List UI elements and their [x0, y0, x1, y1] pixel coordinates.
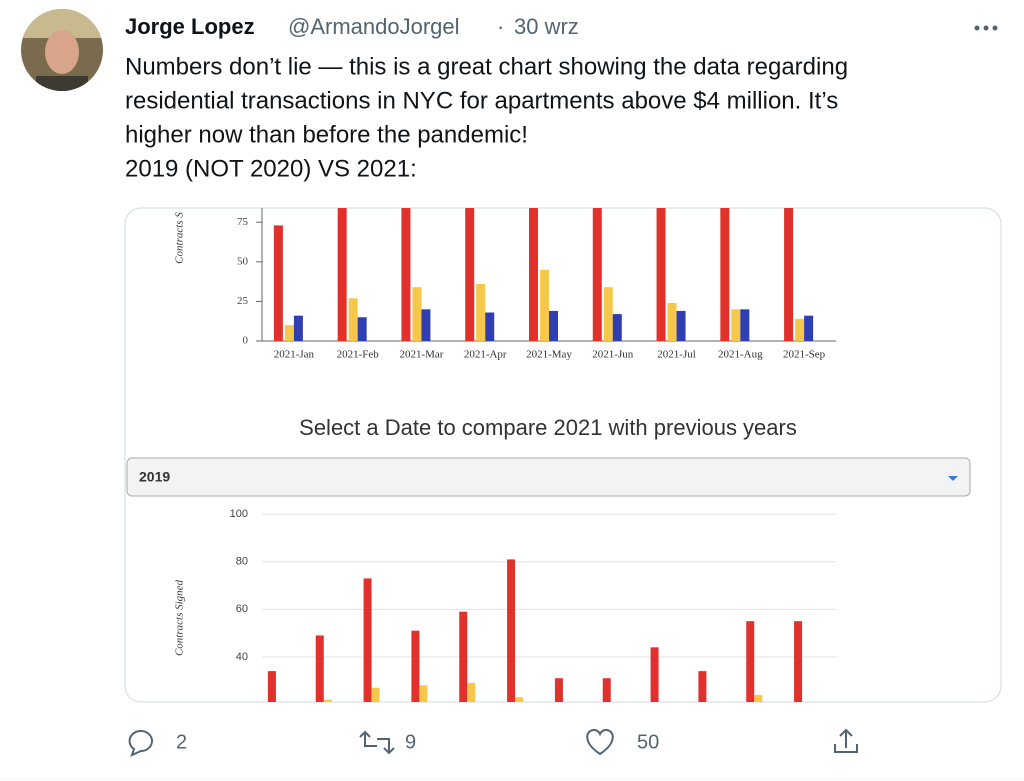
bar — [603, 287, 613, 341]
bar — [515, 697, 524, 702]
bar — [293, 315, 303, 341]
y-tick-label: 25 — [237, 295, 249, 307]
bar — [485, 312, 495, 341]
x-tick-label: 2021-Apr — [464, 349, 507, 361]
avatar[interactable] — [20, 8, 104, 96]
bar — [612, 314, 622, 341]
x-tick-label: 2021-Jul — [657, 349, 696, 361]
text-line: residential transactions in NYC for apar… — [125, 87, 838, 114]
bar — [720, 208, 730, 341]
date[interactable]: 30 wrz — [514, 14, 579, 39]
y-tick-label: 40 — [236, 651, 248, 663]
retweet-count: 9 — [405, 731, 416, 753]
bar — [357, 317, 367, 341]
bar — [467, 682, 476, 702]
bar — [549, 310, 558, 341]
x-tick-label: 2021-May — [526, 349, 572, 361]
bar — [421, 309, 431, 341]
retweet-icon[interactable] — [359, 730, 395, 755]
bar — [459, 611, 468, 702]
bar — [740, 309, 750, 341]
x-tick-label: 2021-Sep — [783, 349, 826, 361]
like-count: 50 — [637, 731, 659, 753]
bar — [656, 208, 666, 341]
bar — [784, 208, 794, 341]
y-tick-label: 60 — [236, 603, 248, 615]
author-name[interactable]: Jorge Lopez — [125, 14, 255, 39]
text-line: 2019 (NOT 2020) VS 2021: — [125, 155, 417, 182]
bar — [273, 225, 283, 341]
y-axis-label: Contracts Signed — [174, 579, 186, 656]
bar — [602, 678, 611, 702]
bar — [554, 678, 563, 702]
bar — [348, 298, 358, 341]
media-card[interactable] — [124, 207, 1002, 703]
bar — [592, 208, 602, 341]
y-tick-label: 75 — [237, 216, 249, 228]
more-button[interactable] — [974, 25, 998, 31]
dropdown[interactable] — [126, 457, 971, 497]
separator: · — [497, 14, 504, 39]
x-tick-label: 2021-Mar — [399, 349, 443, 361]
bar — [315, 635, 324, 702]
x-tick-label: 2021-Aug — [718, 349, 763, 361]
y-tick-label: 0 — [243, 335, 249, 347]
bar — [476, 284, 486, 341]
bar — [371, 687, 380, 702]
text-line: higher now than before the pandemic! — [125, 121, 528, 148]
bar — [540, 269, 549, 341]
x-tick-label: 2021-Feb — [337, 349, 380, 361]
bar — [337, 208, 347, 341]
dropdown-arrow — [948, 476, 958, 481]
bar — [795, 318, 805, 341]
chart: Contracts Signed 40 60 80 100 — [174, 508, 836, 702]
bar — [804, 315, 814, 341]
y-axis-label: Contracts S — [174, 212, 186, 264]
dropdown-value: 2019 — [139, 469, 170, 485]
y-tick-label: 50 — [237, 255, 249, 267]
bar — [754, 694, 763, 702]
tweet-text: Numbers don’t lie — this is a great char… — [125, 53, 848, 182]
action-icons — [128, 728, 858, 757]
bar — [667, 303, 677, 341]
bar — [323, 699, 332, 702]
y-tick-label: 100 — [230, 508, 248, 520]
like-icon[interactable] — [586, 728, 614, 756]
share-icon[interactable] — [834, 728, 858, 753]
bar — [698, 671, 707, 702]
reply-icon[interactable] — [128, 729, 153, 757]
bar — [465, 208, 475, 341]
bar — [401, 208, 411, 341]
bar — [507, 559, 516, 702]
bar — [676, 310, 686, 341]
bar — [419, 685, 428, 702]
bar — [650, 647, 659, 702]
author-handle[interactable]: @ArmandoJorgel — [288, 14, 460, 39]
bar — [794, 621, 803, 702]
x-tick-label: 2021-Jun — [592, 349, 633, 361]
bar — [284, 325, 294, 341]
bar — [412, 287, 422, 341]
card-content: Select a Date to compare 2021 with previ… — [126, 208, 971, 702]
select-title: Select a Date to compare 2021 with previ… — [299, 415, 797, 440]
bar — [529, 208, 538, 341]
bar — [731, 309, 741, 341]
x-tick-label: 2021-Jan — [274, 349, 315, 361]
chart: Contracts S 0 25 50 75 2021-Jan 2021-Feb 2021-M… — [174, 208, 836, 361]
bar — [411, 630, 420, 702]
bar — [363, 578, 372, 702]
text-line: Numbers don’t lie — this is a great char… — [125, 53, 848, 80]
bar — [267, 671, 276, 702]
y-tick-label: 80 — [236, 556, 248, 568]
reply-count: 2 — [176, 731, 187, 753]
bar — [746, 621, 755, 702]
